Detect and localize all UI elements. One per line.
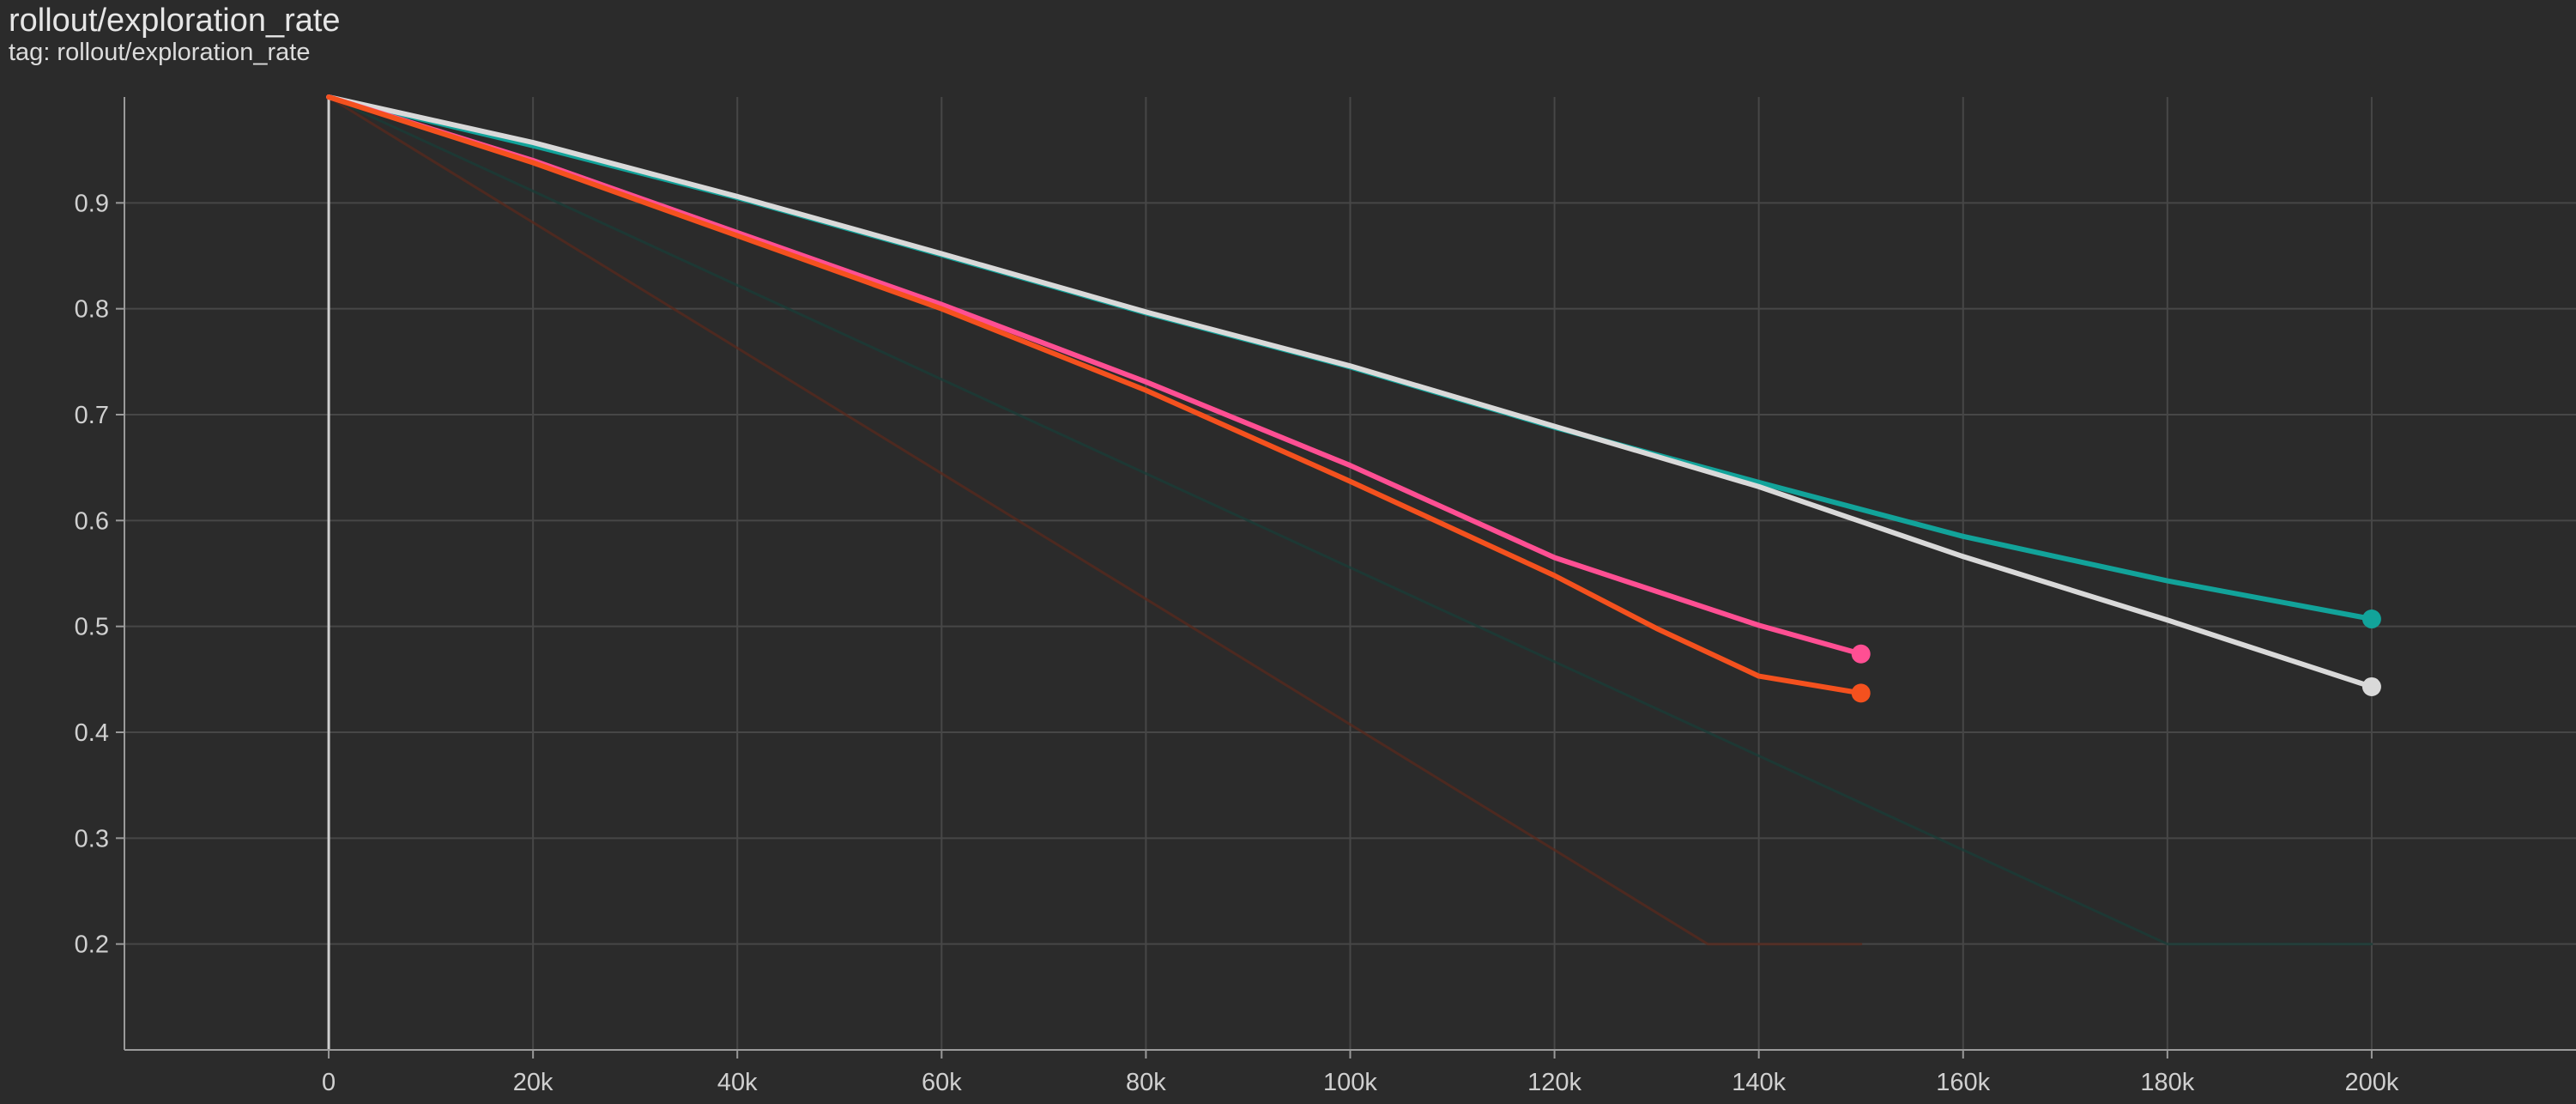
y-tick-label: 0.5 [75, 614, 109, 641]
x-tick-label: 120k [1527, 1069, 1581, 1096]
x-tick-label: 0 [322, 1069, 336, 1096]
series-line-5[interactable] [326, 94, 1864, 696]
y-tick-label: 0.3 [75, 825, 109, 852]
x-tick-label: 200k [2344, 1069, 2398, 1096]
x-tick-label: 140k [1732, 1069, 1786, 1096]
x-tick-label: 180k [2140, 1069, 2194, 1096]
series-lines[interactable] [326, 94, 2381, 946]
raw-series-line[interactable] [327, 95, 2373, 946]
series-end-point-4[interactable] [1851, 644, 1871, 664]
y-tick-label: 0.2 [75, 931, 109, 959]
y-tick-label: 0.4 [75, 719, 109, 747]
series-line-3[interactable] [326, 94, 2374, 689]
y-tick-label: 0.7 [75, 402, 109, 429]
series-end-point-5[interactable] [1851, 683, 1871, 703]
y-tick-label: 0.9 [75, 190, 109, 217]
raw-series-line[interactable] [327, 95, 1863, 946]
series-line-4[interactable] [326, 94, 1864, 657]
x-tick-label: 40k [717, 1069, 758, 1096]
x-tick-label: 160k [1936, 1069, 1990, 1096]
grid [124, 97, 2576, 1050]
axes [116, 97, 2576, 1059]
tick-labels: 0.2 0.3 0.4 0.5 0.6 0.7 0.8 0.9 0 20k 40k 60k 80k 100… [75, 190, 2399, 1096]
series-end-point-2[interactable] [2361, 610, 2381, 629]
chart-title: rollout/exploration_rate [9, 3, 341, 39]
chart-tag: tag: rollout/exploration_rate [9, 39, 311, 66]
y-tick-label: 0.6 [75, 507, 109, 535]
x-tick-label: 20k [513, 1069, 553, 1096]
x-tick-label: 80k [1126, 1069, 1166, 1096]
y-tick-label: 0.8 [75, 296, 109, 324]
series-end-point-3[interactable] [2361, 676, 2381, 696]
x-tick-label: 100k [1323, 1069, 1377, 1096]
x-tick-label: 60k [922, 1069, 962, 1096]
